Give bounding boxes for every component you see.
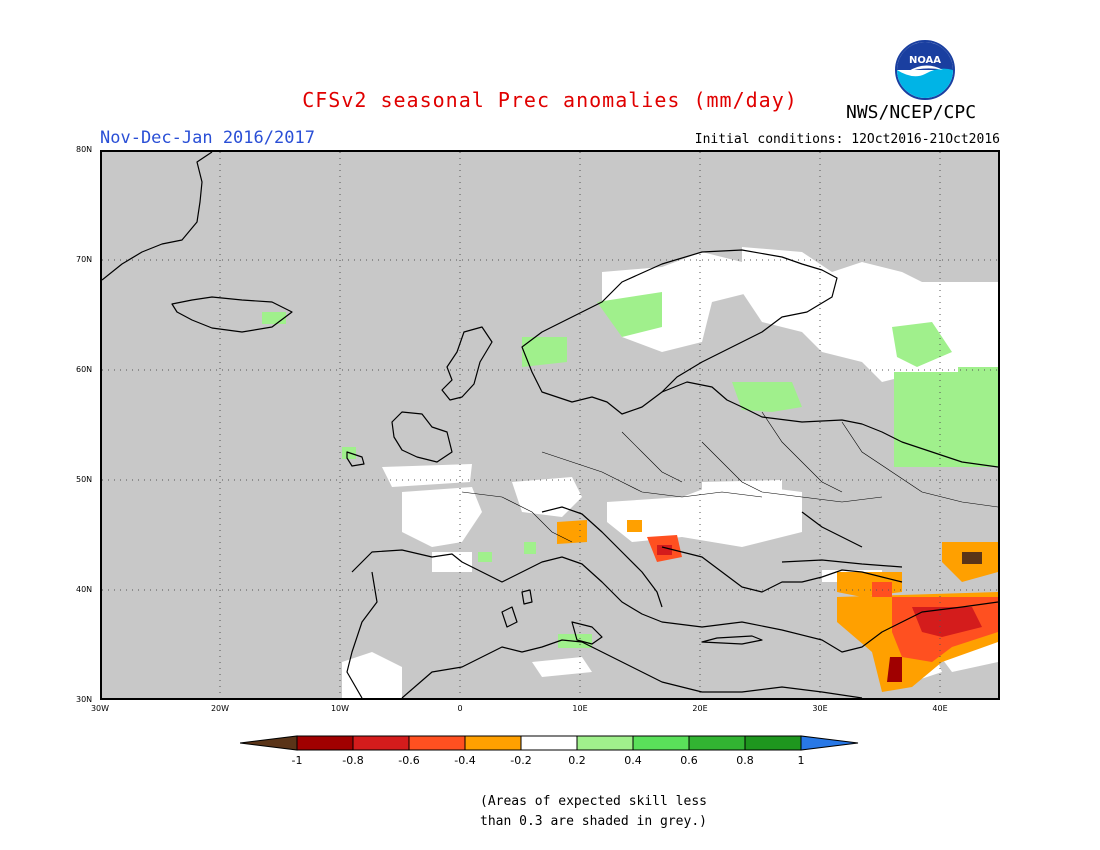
- colorbar-label: 0.8: [736, 754, 754, 767]
- lat-label-30n: 30N: [76, 695, 93, 704]
- country-borders: [461, 411, 998, 543]
- colorbar-cell: [520, 735, 578, 751]
- colorbar-label: 0.2: [568, 754, 586, 767]
- colorbar-cell: [632, 735, 690, 751]
- lat-label-70n: 70N: [76, 255, 93, 264]
- skill-note: (Areas of expected skill less than 0.3 a…: [480, 792, 707, 832]
- skill-note-line1: (Areas of expected skill less: [480, 794, 707, 809]
- dry-anomaly-regions: [557, 520, 998, 692]
- colorbar-label: 0.6: [680, 754, 698, 767]
- colorbar-label: -0.4: [454, 754, 476, 767]
- colorbar-label: -0.6: [398, 754, 420, 767]
- colorbar-cell: [352, 735, 410, 751]
- lon-label-10w: 10W: [330, 704, 350, 713]
- lat-label-50n: 50N: [76, 475, 93, 484]
- lon-label-0: 0: [457, 704, 463, 713]
- colorbar-cell: [576, 735, 634, 751]
- colorbar-cell: [688, 735, 746, 751]
- agency-label: NWS/NCEP/CPC: [846, 102, 977, 123]
- forecast-period: Nov-Dec-Jan 2016/2017: [100, 128, 315, 148]
- lon-label-20e: 20E: [692, 704, 708, 713]
- colorbar-cell-lower-extend: [240, 735, 298, 751]
- colorbar-cell: [296, 735, 354, 751]
- lat-label-40n: 40N: [76, 585, 93, 594]
- skill-note-line2: than 0.3 are shaded in grey.): [480, 814, 707, 829]
- lon-label-10e: 10E: [572, 704, 588, 713]
- map-panel: [100, 150, 1000, 700]
- map-title: CFSv2 seasonal Prec anomalies (mm/day): [302, 88, 798, 112]
- lon-label-20w: 20W: [210, 704, 230, 713]
- coastlines: [102, 152, 998, 698]
- colorbar-cell-upper-extend: [800, 735, 859, 751]
- graticule: [102, 152, 998, 698]
- lat-label-80n: 80N: [76, 145, 93, 154]
- colorbar-cell: [464, 735, 522, 751]
- lon-label-30e: 30E: [812, 704, 828, 713]
- colorbar-label: -0.2: [510, 754, 532, 767]
- map-canvas: [102, 152, 998, 698]
- noaa-logo: NOAA: [895, 40, 955, 100]
- lon-label-40e: 40E: [932, 704, 948, 713]
- lon-label-30w: 30W: [90, 704, 110, 713]
- colorbar-label: 1: [797, 754, 805, 767]
- colorbar-cell: [744, 735, 802, 751]
- colorbar-cell: [408, 735, 466, 751]
- logo-text: NOAA: [909, 55, 941, 66]
- colorbar: [240, 735, 859, 751]
- initial-conditions: Initial conditions: 12Oct2016-21Oct2016: [694, 132, 1000, 147]
- colorbar-label: 0.4: [624, 754, 642, 767]
- colorbar-label: -0.8: [342, 754, 364, 767]
- lat-label-60n: 60N: [76, 365, 93, 374]
- colorbar-label: -1: [291, 754, 303, 767]
